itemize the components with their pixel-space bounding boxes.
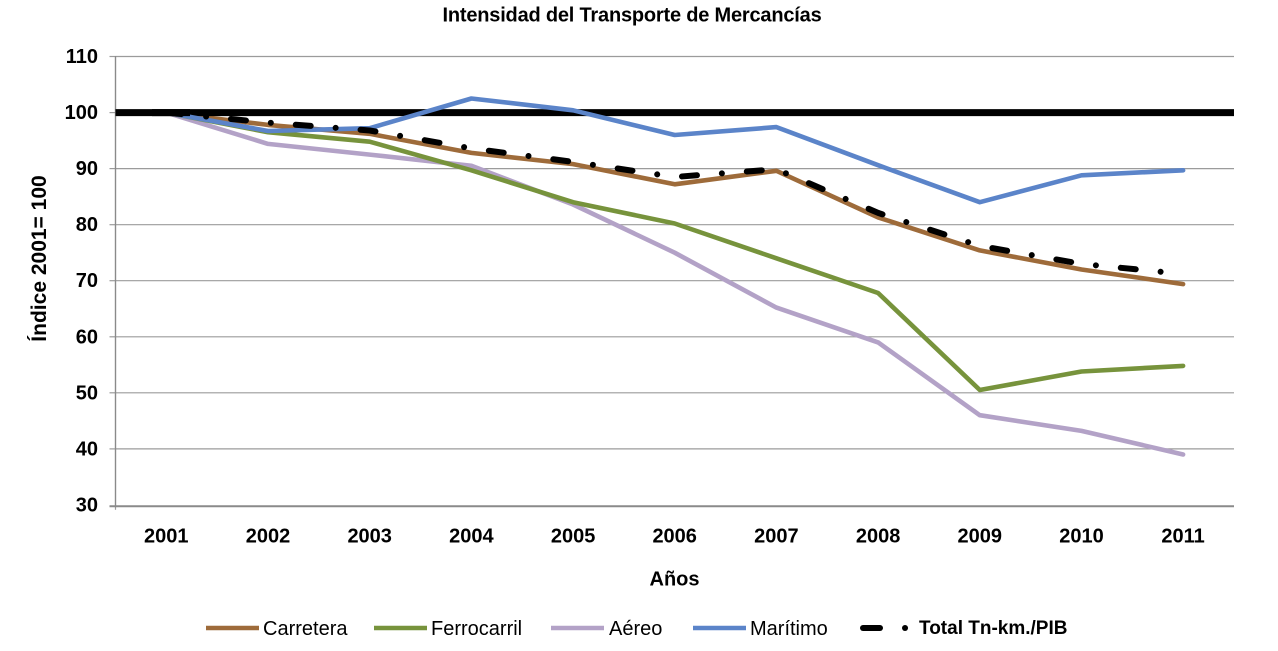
svg-text:2006: 2006 [652,526,697,548]
svg-text:2009: 2009 [958,526,1003,548]
svg-text:2008: 2008 [856,526,901,548]
svg-text:Intensidad del Transporte de M: Intensidad del Transporte de Mercancías [443,5,822,27]
svg-text:Índice 2001= 100: Índice 2001= 100 [28,175,51,341]
svg-text:2007: 2007 [754,526,799,548]
svg-text:Ferrocarril: Ferrocarril [431,618,522,640]
svg-text:50: 50 [76,382,98,404]
svg-text:100: 100 [65,102,98,124]
svg-text:90: 90 [76,158,98,180]
svg-text:Carretera: Carretera [263,618,348,640]
svg-text:2003: 2003 [347,526,392,548]
svg-text:40: 40 [76,438,98,460]
svg-text:60: 60 [76,326,98,348]
svg-text:2010: 2010 [1059,526,1104,548]
svg-text:Años: Años [650,569,700,591]
svg-text:2011: 2011 [1161,526,1204,548]
svg-text:2005: 2005 [551,526,596,548]
svg-text:2001: 2001 [144,526,189,548]
svg-text:110: 110 [66,46,98,68]
svg-text:30: 30 [76,494,98,516]
svg-text:2004: 2004 [449,526,494,548]
svg-text:2002: 2002 [246,526,291,548]
svg-text:Total Tn-km./PIB: Total Tn-km./PIB [919,618,1067,639]
svg-text:Marítimo: Marítimo [750,618,828,640]
svg-text:70: 70 [76,270,98,292]
svg-text:Aéreo: Aéreo [609,618,662,640]
svg-text:80: 80 [76,214,98,236]
